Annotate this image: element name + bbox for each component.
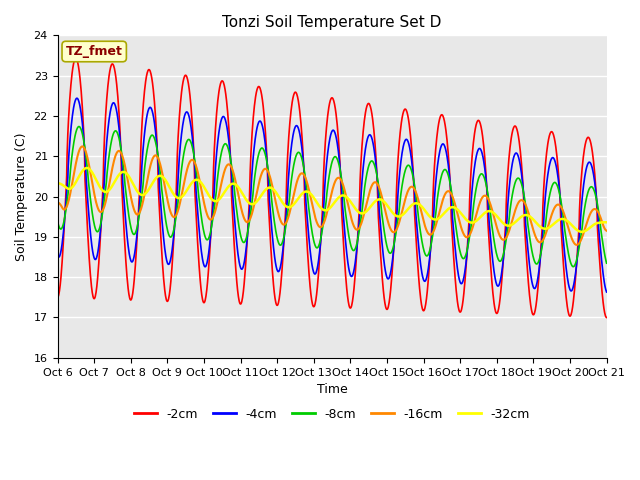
-32cm [237, 189, 245, 195]
Legend: -2cm, -4cm, -8cm, -16cm, -32cm: -2cm, -4cm, -8cm, -16cm, -32cm [129, 403, 535, 426]
Line: -16cm: -16cm [58, 146, 607, 245]
-32cm [54, 180, 61, 186]
-2cm [54, 294, 61, 300]
-2cm [538, 232, 545, 238]
-32cm [603, 219, 611, 225]
Title: Tonzi Soil Temperature Set D: Tonzi Soil Temperature Set D [222, 15, 442, 30]
Y-axis label: Soil Temperature (C): Soil Temperature (C) [15, 132, 28, 261]
-32cm [163, 179, 170, 185]
-16cm [538, 239, 545, 244]
-4cm [603, 289, 611, 295]
-16cm [573, 242, 580, 248]
Text: TZ_fmet: TZ_fmet [66, 45, 123, 58]
-16cm [79, 144, 86, 149]
-8cm [418, 236, 426, 241]
-2cm [237, 300, 245, 306]
-8cm [490, 232, 497, 238]
-16cm [176, 200, 184, 206]
X-axis label: Time: Time [317, 383, 348, 396]
-8cm [75, 124, 83, 130]
-4cm [418, 268, 426, 274]
-8cm [237, 236, 245, 241]
-4cm [73, 96, 81, 101]
-2cm [490, 294, 497, 300]
Line: -4cm: -4cm [58, 98, 607, 292]
-8cm [176, 180, 184, 186]
-16cm [54, 200, 61, 205]
-2cm [603, 314, 611, 320]
-16cm [418, 210, 426, 216]
-16cm [237, 206, 245, 212]
-4cm [490, 262, 497, 268]
-32cm [490, 210, 497, 216]
-16cm [163, 193, 170, 199]
-4cm [237, 266, 245, 272]
-2cm [176, 106, 184, 111]
-8cm [603, 260, 611, 266]
-32cm [538, 225, 545, 230]
-4cm [176, 146, 184, 152]
-4cm [538, 242, 545, 248]
-16cm [490, 211, 497, 217]
Line: -32cm: -32cm [58, 168, 607, 232]
-32cm [418, 204, 426, 209]
-4cm [54, 252, 61, 258]
-32cm [578, 229, 586, 235]
-8cm [538, 246, 545, 252]
-16cm [603, 228, 611, 234]
-2cm [418, 302, 426, 308]
Line: -8cm: -8cm [58, 127, 607, 267]
-32cm [83, 165, 91, 171]
-2cm [72, 55, 80, 61]
Line: -2cm: -2cm [58, 58, 607, 317]
-2cm [163, 298, 170, 303]
-4cm [163, 257, 170, 263]
-8cm [54, 218, 61, 224]
-8cm [570, 264, 577, 270]
-32cm [176, 195, 184, 201]
-8cm [163, 223, 170, 229]
